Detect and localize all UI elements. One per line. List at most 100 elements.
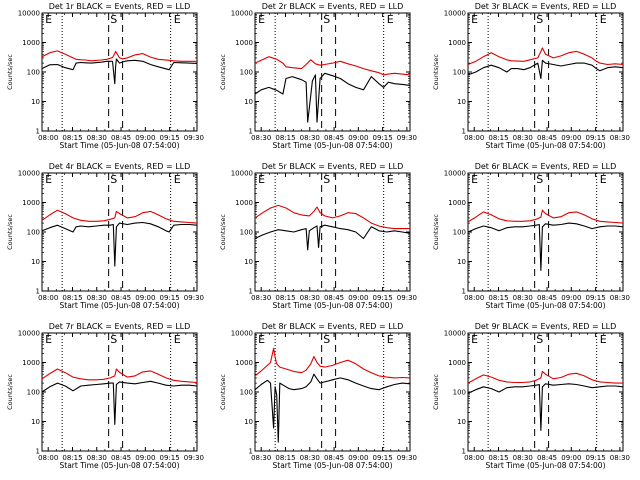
panel-det-3: Det 3r BLACK = Events, RED = LLD 1 10 100 10…: [432, 2, 630, 150]
x-tick-label: 08:30: [87, 134, 107, 142]
x-tick-label: 09:00: [135, 134, 155, 142]
y-tick-label: 10000: [18, 330, 40, 338]
x-tick-label: 08:30: [513, 134, 533, 142]
x-tick-label: 08:30: [87, 294, 107, 302]
panel-det-5: Det 5r BLACK = Events, RED = LLD 1 10 100 10…: [219, 162, 417, 310]
y-tick-label: 10000: [444, 330, 466, 338]
x-tick-label: 08:30: [251, 454, 271, 462]
event-mark-label: E: [258, 333, 265, 346]
x-tick-label: 09:15: [160, 454, 180, 462]
panel-det-7: Det 7r BLACK = Events, RED = LLD 1 10 100 10…: [6, 322, 204, 470]
event-mark-label: S: [323, 173, 330, 186]
x-tick-label: 08:00: [464, 454, 484, 462]
x-tick-label: 09:15: [586, 454, 606, 462]
y-axis-label: Counts/sec: [6, 214, 14, 250]
x-tick-label: 09:15: [586, 134, 606, 142]
series-line-events: [467, 222, 624, 271]
x-tick-label: 09:00: [561, 294, 581, 302]
y-tick-label: 10: [457, 98, 466, 106]
x-tick-label: 08:15: [488, 454, 508, 462]
panel-title: Det 1r BLACK = Events, RED = LLD: [49, 2, 191, 11]
x-axis-label: Start Time (05-Jun-08 07:54:00): [486, 461, 606, 470]
y-tick-label: 1000: [22, 39, 40, 47]
y-tick-label: 100: [453, 69, 466, 77]
y-axis-label: Counts/sec: [432, 214, 440, 250]
event-mark-label: E: [45, 333, 52, 346]
y-tick-label: 10: [244, 258, 253, 266]
x-axis-label: Start Time (05-Jun-08 07:54:00): [273, 301, 393, 310]
y-tick-label: 100: [27, 229, 40, 237]
y-tick-label: 1: [462, 288, 466, 296]
panel-title: Det 8r BLACK = Events, RED = LLD: [262, 322, 404, 331]
event-mark-label: E: [174, 13, 181, 26]
series-line-events: [254, 373, 411, 443]
series-line-lld: [467, 370, 623, 384]
y-tick-label: 10: [31, 98, 40, 106]
y-tick-label: 1: [462, 128, 466, 136]
y-tick-label: 100: [453, 389, 466, 397]
y-tick-label: 1000: [235, 359, 253, 367]
event-mark-label: E: [471, 13, 478, 26]
series-line-events: [254, 224, 411, 251]
x-tick-label: 08:45: [324, 134, 344, 142]
x-axis-label: Start Time (05-Jun-08 07:54:00): [273, 141, 393, 150]
x-tick-label: 09:30: [397, 134, 417, 142]
y-tick-label: 1: [36, 448, 40, 456]
event-mark-label: E: [600, 173, 607, 186]
series-line-events: [41, 380, 198, 425]
event-mark-label: E: [387, 333, 394, 346]
x-tick-label: 08:45: [537, 294, 557, 302]
panel-title: Det 5r BLACK = Events, RED = LLD: [262, 162, 404, 171]
y-tick-label: 1: [249, 288, 253, 296]
y-tick-label: 1000: [235, 199, 253, 207]
panel-det-1: Det 1r BLACK = Events, RED = LLD 1 10 100 10…: [6, 2, 204, 150]
x-tick-label: 08:30: [610, 134, 630, 142]
event-mark-label: S: [536, 173, 543, 186]
event-mark-label: E: [174, 333, 181, 346]
series-line-lld: [254, 204, 410, 230]
x-tick-label: 08:15: [62, 294, 82, 302]
event-mark-label: E: [258, 13, 265, 26]
y-tick-label: 10: [31, 418, 40, 426]
panel-det-8: Det 8r BLACK = Events, RED = LLD 1 10 100 10…: [219, 322, 417, 470]
y-tick-label: 10: [244, 98, 253, 106]
y-tick-label: 1000: [448, 199, 466, 207]
x-axis-label: Start Time (05-Jun-08 07:54:00): [486, 141, 606, 150]
panel-det-9: Det 9r BLACK = Events, RED = LLD 1 10 100 10…: [432, 322, 630, 470]
event-mark-label: E: [387, 173, 394, 186]
x-tick-label: 09:15: [586, 294, 606, 302]
x-tick-label: 09:00: [561, 134, 581, 142]
x-tick-label: 08:30: [300, 294, 320, 302]
series-line-lld: [467, 47, 624, 66]
x-tick-label: 09:15: [160, 294, 180, 302]
y-tick-label: 10000: [18, 10, 40, 18]
x-tick-label: 08:15: [488, 294, 508, 302]
x-tick-label: 08:30: [610, 454, 630, 462]
series-line-events: [467, 383, 624, 431]
event-mark-label: E: [45, 173, 52, 186]
y-tick-label: 100: [453, 229, 466, 237]
event-mark-label: E: [600, 13, 607, 26]
event-mark-label: E: [174, 173, 181, 186]
panel-det-2: Det 2r BLACK = Events, RED = LLD 1 10 100 10…: [219, 2, 417, 150]
x-tick-label: 09:15: [373, 454, 393, 462]
x-tick-label: 08:30: [513, 294, 533, 302]
x-tick-label: 08:45: [111, 294, 131, 302]
y-tick-label: 10: [31, 258, 40, 266]
y-tick-label: 1000: [22, 359, 40, 367]
y-tick-label: 10000: [444, 170, 466, 178]
y-tick-label: 1000: [448, 39, 466, 47]
x-tick-label: 09:00: [348, 454, 368, 462]
x-tick-label: 08:00: [464, 134, 484, 142]
y-tick-label: 1: [249, 448, 253, 456]
y-tick-label: 10000: [444, 10, 466, 18]
panel-det-4: Det 4r BLACK = Events, RED = LLD 1 10 100 10…: [6, 162, 204, 310]
panel-det-6: Det 6r BLACK = Events, RED = LLD 1 10 100 10…: [432, 162, 630, 310]
x-tick-label: 09:15: [160, 134, 180, 142]
event-mark-label: S: [536, 333, 543, 346]
y-tick-label: 100: [240, 389, 253, 397]
x-tick-label: 08:30: [87, 454, 107, 462]
event-mark-label: E: [471, 333, 478, 346]
y-tick-label: 1: [249, 128, 253, 136]
